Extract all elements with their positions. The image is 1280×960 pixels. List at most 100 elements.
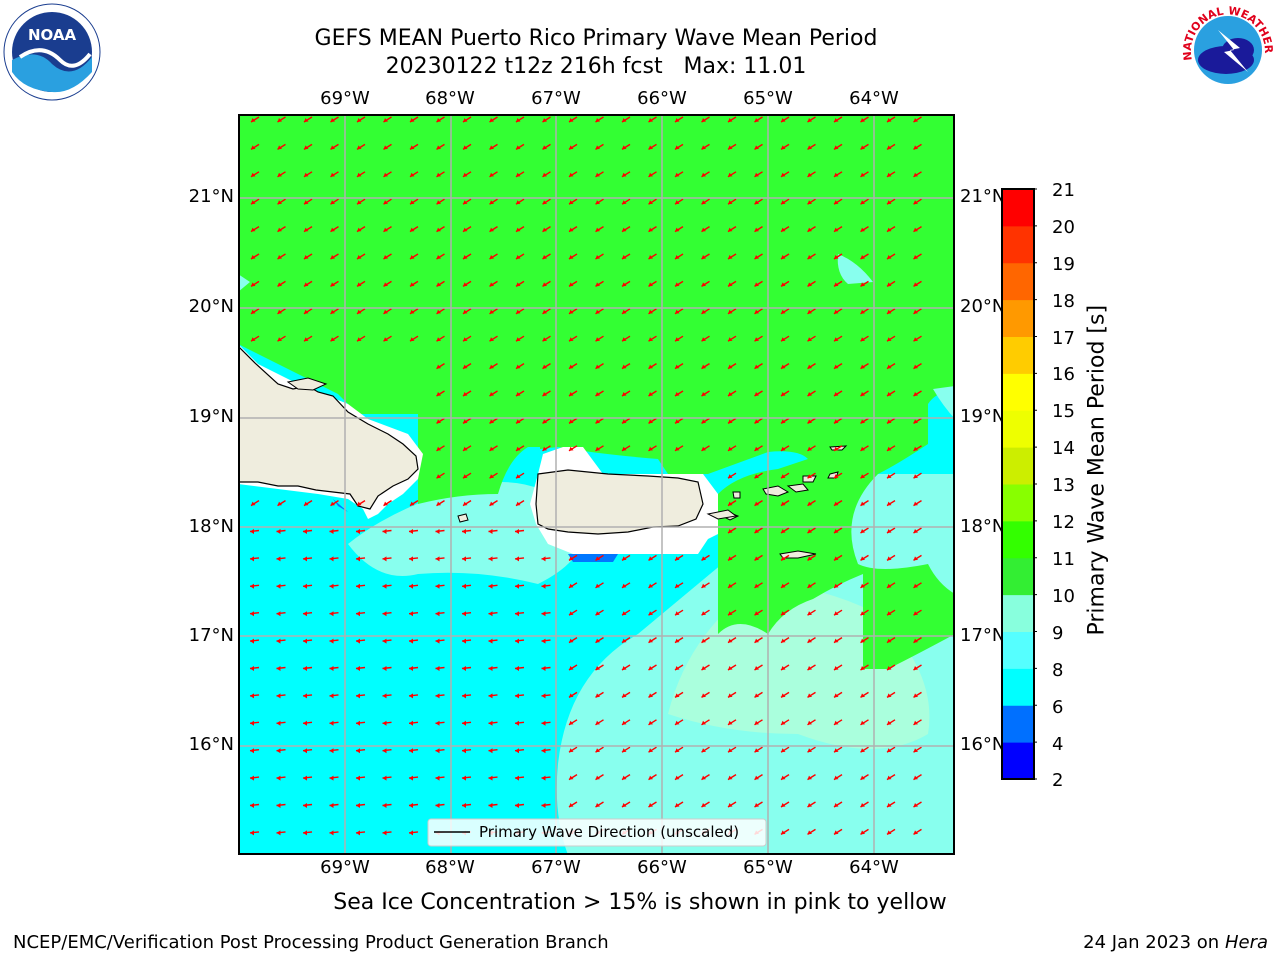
wave-arrow: [701, 609, 710, 616]
chart-title: GEFS MEAN Puerto Rico Primary Wave Mean …: [314, 26, 878, 51]
wave-arrow: [489, 143, 498, 150]
wave-arrow: [462, 390, 472, 397]
wave-arrow: [408, 748, 419, 754]
wave-arrow: [860, 472, 869, 479]
wave-arrow: [461, 556, 472, 562]
wave-arrow: [462, 417, 472, 424]
lon-label-bottom: 67°W: [531, 857, 581, 878]
wave-arrow: [277, 280, 286, 287]
wave-arrow: [542, 226, 551, 233]
wave-arrow: [780, 390, 790, 397]
colorbar-tick: 13: [1052, 475, 1075, 496]
credit-date: 24 Jan 2023 on: [1083, 932, 1220, 953]
wave-arrow: [860, 335, 869, 342]
wave-arrow: [249, 775, 260, 781]
wave-arrow: [462, 116, 472, 123]
wave-arrow: [542, 335, 551, 342]
wave-arrow: [860, 390, 869, 397]
lat-label-left: 20°N: [188, 296, 234, 317]
wave-arrow: [648, 417, 657, 424]
wave-arrow: [754, 582, 763, 589]
wave-arrow: [807, 582, 816, 589]
wave-arrow: [727, 801, 737, 808]
wave-arrow: [807, 828, 816, 835]
wave-arrow: [780, 774, 790, 781]
wave-arrow: [250, 171, 260, 178]
wave-arrow: [435, 748, 445, 754]
wave-arrow: [409, 226, 419, 233]
wave-arrow: [435, 666, 445, 671]
wave-arrow: [674, 554, 684, 561]
wave-arrow: [276, 611, 286, 617]
wave-arrow: [913, 719, 922, 726]
wave-arrow: [435, 583, 445, 589]
wave-arrow: [860, 554, 869, 561]
wave-arrow: [727, 719, 737, 726]
wave-arrow: [674, 609, 684, 616]
wave-arrow: [329, 803, 339, 808]
wave-arrow: [833, 445, 843, 452]
wave-arrow: [886, 774, 896, 781]
colorbar-segment: [1002, 225, 1034, 264]
wave-arrow: [568, 582, 578, 589]
wave-arrow: [249, 611, 260, 617]
lon-label-top: 64°W: [849, 88, 899, 109]
colorbar-tick: 4: [1052, 734, 1064, 755]
wave-arrow: [462, 472, 472, 479]
wave-arrow: [489, 198, 498, 205]
wave-arrow: [462, 445, 472, 452]
wave-arrow: [886, 363, 896, 370]
wave-arrow: [515, 226, 525, 233]
wave-arrow: [754, 116, 763, 123]
wave-arrow: [249, 803, 260, 808]
wave-arrow: [727, 637, 737, 644]
wave-arrow: [514, 803, 525, 808]
wave-arrow: [913, 527, 922, 534]
wave-arrow: [249, 720, 260, 726]
lon-label-bottom: 64°W: [849, 857, 899, 878]
wave-arrow: [780, 253, 790, 260]
wave-arrow: [542, 171, 551, 178]
wave-arrow: [409, 171, 419, 178]
colorbar-segment: [1002, 668, 1034, 706]
lon-label-bottom: 68°W: [425, 857, 475, 878]
wave-arrow: [461, 748, 472, 754]
wave-arrow: [355, 583, 366, 589]
wave-arrow: [648, 280, 657, 287]
wave-arrow: [356, 226, 366, 233]
wave-arrow: [408, 529, 419, 534]
wave-arrow: [754, 143, 763, 150]
wave-arrow: [833, 746, 843, 753]
wave-arrow: [727, 226, 737, 233]
wave-arrow: [514, 693, 525, 699]
wave-arrow: [674, 226, 684, 233]
wave-arrow: [701, 116, 710, 123]
wave-arrow: [356, 143, 366, 150]
wave-arrow: [436, 198, 445, 205]
wave-arrow: [329, 693, 339, 699]
wave-arrow: [355, 611, 366, 617]
lon-label-top: 65°W: [743, 88, 793, 109]
wave-arrow: [727, 500, 737, 507]
wave-arrow: [302, 830, 313, 836]
wave-arrow: [249, 638, 260, 644]
wave-arrow: [886, 719, 896, 726]
wave-arrow: [913, 116, 922, 123]
wave-arrow: [435, 611, 445, 617]
wave-arrow: [541, 638, 551, 644]
wave-arrow: [302, 803, 313, 808]
wave-arrow: [727, 445, 737, 452]
wave-arrow: [701, 664, 710, 671]
wave-arrow: [727, 774, 737, 781]
wave-arrow: [568, 171, 578, 178]
wave-arrow: [621, 637, 631, 644]
wave-arrow: [807, 554, 816, 561]
wave-arrow: [303, 253, 313, 260]
wave-arrow: [303, 171, 313, 178]
colorbar-segment: [1002, 594, 1034, 632]
wave-arrow: [515, 363, 525, 370]
wave-arrow: [409, 280, 419, 287]
wave-direction-arrows: [249, 116, 922, 836]
wave-arrow: [807, 253, 816, 260]
wave-arrow: [595, 554, 604, 561]
